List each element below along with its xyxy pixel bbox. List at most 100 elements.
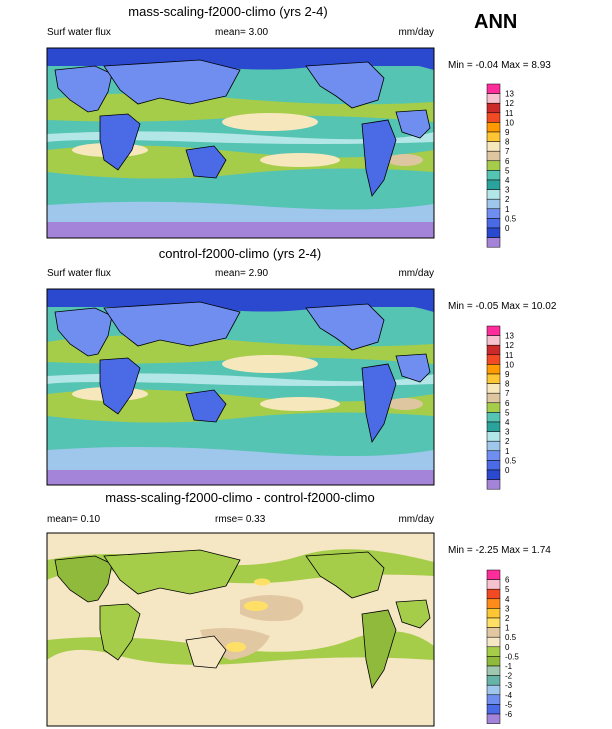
legend-label: 5 [505,408,510,417]
legend-swatch [486,354,501,365]
legend-swatch [486,579,501,590]
legend-label: 6 [505,399,510,408]
legend-label: 6 [505,576,510,585]
legend-swatch [486,227,501,238]
panel-1-minmax: Min = -0.04 Max = 8.93 [448,60,551,71]
legend-label: -1 [505,662,513,671]
panel-1-frame [46,47,435,239]
legend-swatch [486,431,501,442]
panel-3-mean: mean= 0.10 [47,514,101,525]
legend-label: 13 [505,90,514,99]
legend-swatch [486,102,501,114]
legend-swatch [486,479,501,490]
legend-swatch [486,460,501,471]
legend-label: 2 [505,437,510,446]
legend-label: 4 [505,176,510,185]
legend-label: 12 [505,99,514,108]
legend-label: -4 [505,691,513,700]
legend-swatch [486,112,501,123]
season-label: ANN [474,11,517,33]
panel-3-units: mm/day [398,514,434,525]
legend-label: -6 [505,710,513,719]
legend-label: 0 [505,224,510,233]
panel-2-mean: mean= 2.90 [215,268,269,279]
legend-swatch [486,713,501,724]
legend-swatch [486,598,501,609]
legend-swatch [486,608,501,619]
legend-swatch [486,237,501,248]
panel-2-variable: Surf water flux [47,268,111,279]
legend-label: 0.5 [505,456,517,465]
legend-swatch [486,93,501,104]
panel-3-title: mass-scaling-f2000-climo - control-f2000… [105,490,374,505]
legend-label: 3 [505,186,510,195]
legend-swatch [486,704,501,715]
legend-swatch [486,150,501,162]
panel-3-minmax: Min = -2.25 Max = 1.74 [448,545,551,556]
legend-swatch [486,569,501,580]
legend-label: 9 [505,128,510,137]
panel-2: control-f2000-climo (yrs 2-4) Surf water… [46,246,557,490]
panel-1: mass-scaling-f2000-climo (yrs 2-4) Surf … [46,4,551,248]
legend-swatch [486,665,501,676]
legend-label: 1 [505,624,510,633]
legend-label: 3 [505,428,510,437]
legend-label: 13 [505,332,514,341]
legend-swatch [486,218,501,229]
legend-label: 12 [505,341,514,350]
legend-label: 7 [505,147,510,156]
panel-1-variable: Surf water flux [47,27,111,38]
legend-label: -3 [505,681,513,690]
legend-label: 0.5 [505,633,517,642]
panel-3-rmse: rmse= 0.33 [215,514,266,525]
legend-label: 11 [505,351,514,360]
legend-label: 8 [505,380,510,389]
legend-swatch [486,675,501,686]
legend-label: 2 [505,195,510,204]
panel-2-frame [46,288,435,486]
legend-label: 9 [505,370,510,379]
legend-label: 11 [505,109,514,118]
legend-swatch [486,198,501,210]
legend-swatch [486,83,501,94]
panel-1-units: mm/day [398,27,434,38]
panel-1-map [47,48,434,238]
legend-label: 3 [505,604,510,613]
legend-swatch [486,141,501,152]
panel-2-units: mm/day [398,268,434,279]
legend-swatch [486,694,501,705]
legend-swatch [486,325,501,336]
legend-swatch [486,588,501,600]
legend-label: -2 [505,672,513,681]
legend-swatch [486,402,501,413]
legend-label: 0.5 [505,214,517,223]
legend-label: 6 [505,157,510,166]
legend-swatch [486,373,501,384]
legend-swatch [486,627,501,638]
legend-swatch [486,364,501,375]
legend-label: -0.5 [505,652,519,661]
legend-swatch [486,160,501,171]
legend-label: -5 [505,700,513,709]
panel-3-frame [46,532,435,727]
legend-label: 4 [505,595,510,604]
legend-swatch [486,412,501,423]
legend-swatch [486,170,501,181]
legend-swatch [486,684,501,696]
legend-swatch [486,617,501,628]
legend-label: 10 [505,360,514,369]
panel-2-map [47,289,434,485]
panel-1-title: mass-scaling-f2000-climo (yrs 2-4) [128,4,327,19]
legend-label: 0 [505,466,510,475]
legend-label: 1 [505,205,510,214]
legend-swatch [486,344,501,356]
panel-1-mean: mean= 3.00 [215,27,269,38]
legend-label: 4 [505,418,510,427]
legend-label: 7 [505,389,510,398]
legend-swatch [486,469,501,480]
legend-swatch [486,440,501,452]
